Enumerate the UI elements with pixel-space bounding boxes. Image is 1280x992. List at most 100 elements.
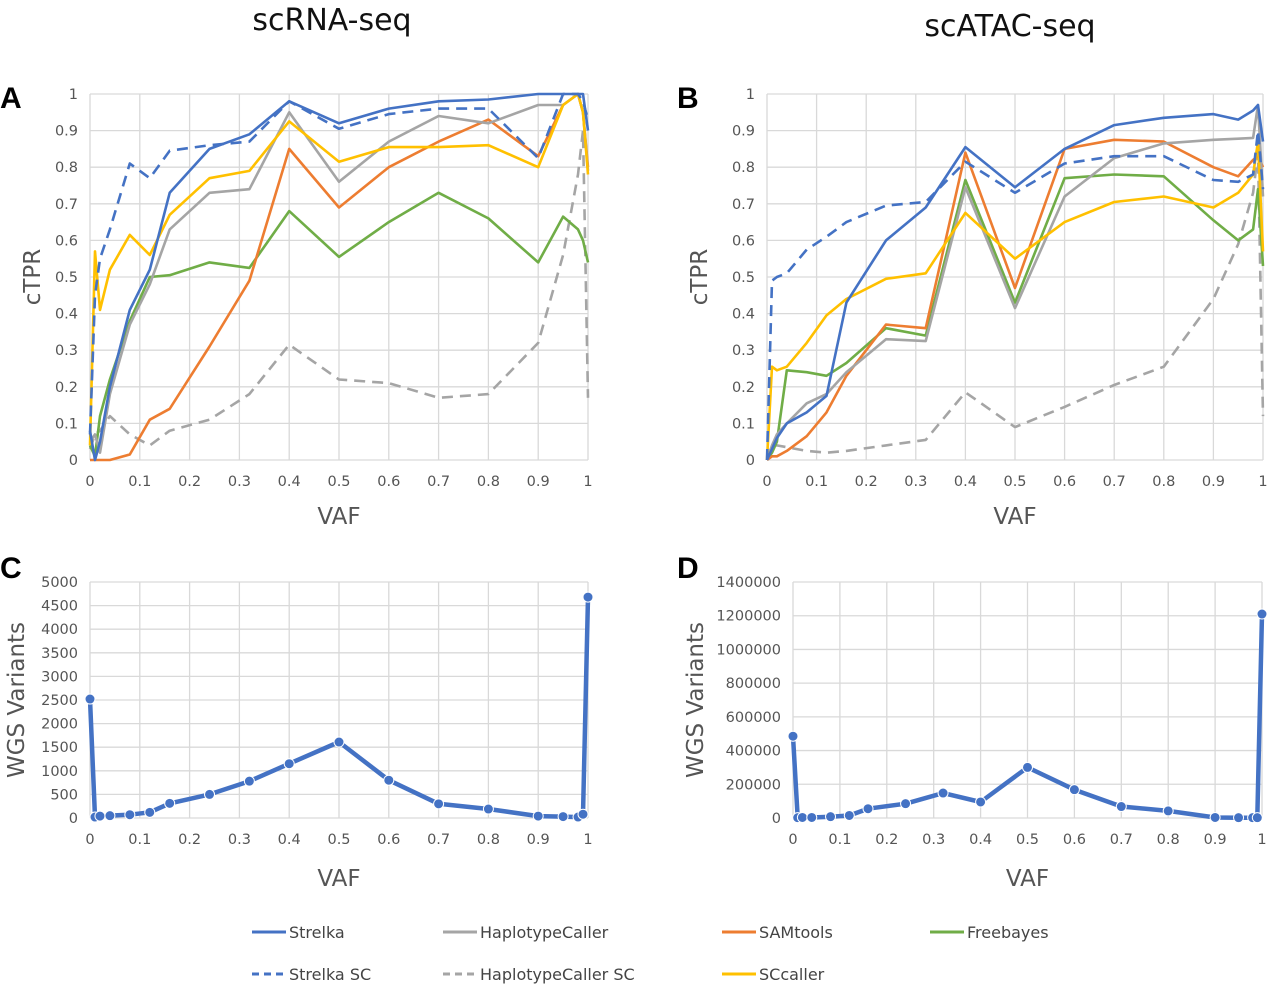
x-tick-label: 0.4: [954, 474, 977, 490]
y-tick-label: 0.9: [732, 124, 755, 140]
data-point: [1068, 784, 1080, 796]
x-tick-label: 0.5: [327, 832, 350, 848]
data-point: [787, 730, 799, 742]
x-tick-label: 0.6: [377, 832, 400, 848]
data-point: [582, 591, 594, 603]
x-tick-label: 0.9: [527, 474, 550, 490]
x-tick-label: 0.3: [904, 474, 927, 490]
series-line-sccaller: [88, 92, 590, 446]
x-tick-label: 0.6: [1063, 832, 1086, 848]
y-tick-label: 3000: [41, 669, 78, 685]
y-tick-label: 0: [746, 453, 755, 469]
x-tick-label: 0.4: [278, 832, 301, 848]
data-point: [557, 811, 569, 823]
legend-item-samtools: SAMtools: [722, 923, 833, 942]
legend-item-haplotypecaller: HaplotypeCaller: [443, 923, 609, 942]
data-point: [1209, 811, 1221, 823]
y-axis-label: cTPR: [687, 249, 713, 306]
panel-b: B 0 0.1 0.2 0.3 0.4 0.5 0.6 0.7 0.8 0.9 1 0 0.1 0.2 0.3…: [677, 82, 1268, 530]
series-line-samtools: [766, 138, 1265, 462]
x-tick-label: 0.6: [1053, 474, 1076, 490]
x-tick-label: 0.1: [128, 474, 151, 490]
x-tick-label: 0.4: [278, 474, 301, 490]
y-tick-label: 4500: [41, 599, 78, 615]
x-tick-label: 0.9: [527, 832, 550, 848]
data-point: [1251, 812, 1263, 824]
y-tick-label: 4000: [41, 622, 78, 638]
panel-c: C 0 0.1 0.2 0.3 0.4 0.5 0.6 0.7 0.8 0.9 1 0 500 1000 15…: [0, 552, 594, 892]
data-point: [577, 808, 589, 820]
x-tick-label: 0.5: [327, 474, 350, 490]
y-tick-label: 5000: [41, 575, 78, 591]
data-point: [333, 736, 345, 748]
y-tick-label: 0.9: [55, 124, 78, 140]
data-point: [104, 810, 116, 822]
y-tick-label: 1000000: [716, 642, 781, 658]
y-tick-label: 2000: [41, 717, 78, 733]
x-tick-label: 0.9: [1204, 832, 1227, 848]
series-line-strelka-sc: [765, 129, 1265, 461]
x-tick-label: 0.9: [1202, 474, 1225, 490]
panel-a: A 0 0.1 0.2 0.3 0.4 0.5 0.6 0.7 0.8 0.9 1 0 0.1 0.2 0.3…: [0, 82, 593, 530]
x-tick-label: 0.7: [1103, 474, 1126, 490]
x-axis-label: VAF: [317, 866, 360, 892]
y-tick-label: 0.7: [732, 197, 755, 213]
y-tick-label: 500: [50, 787, 78, 803]
x-tick-label: 0.4: [969, 832, 992, 848]
x-tick-label: 0.1: [828, 832, 851, 848]
data-point: [1115, 801, 1127, 813]
title-scatac-seq: scATAC-seq: [924, 9, 1095, 44]
y-tick-label: 0: [69, 453, 78, 469]
y-tick-label: 0.1: [55, 416, 78, 432]
x-tick-label: 0.3: [228, 832, 251, 848]
x-axis-label: VAF: [317, 504, 360, 530]
y-axis-label: cTPR: [20, 249, 46, 306]
y-tick-label: 1: [69, 87, 78, 103]
y-tick-label: 1000: [41, 764, 78, 780]
x-tick-label: 0.8: [1152, 474, 1175, 490]
legend-label: HaplotypeCaller: [480, 923, 609, 942]
data-point: [900, 798, 912, 810]
y-tick-label: 0.2: [732, 380, 755, 396]
x-tick-label: 0.7: [427, 474, 450, 490]
legend-item-freebayes: Freebayes: [930, 923, 1049, 942]
y-tick-label: 0: [69, 811, 78, 827]
x-tick-label: 0: [788, 832, 797, 848]
x-tick-label: 0.3: [922, 832, 945, 848]
y-tick-label: 0.5: [55, 270, 78, 286]
series-line-haplotypecaller-sc: [765, 151, 1265, 461]
data-point: [975, 796, 987, 808]
series-line-haplotypecaller-sc: [88, 129, 590, 450]
legend-label: Freebayes: [967, 923, 1049, 942]
y-axis-label: WGS Variants: [683, 622, 709, 778]
series-line-freebayes: [88, 191, 590, 458]
series-line-sccaller: [765, 140, 1265, 461]
y-tick-label: 0.3: [55, 343, 78, 359]
legend-item-haplotypecaller-sc: HaplotypeCaller SC: [443, 965, 635, 984]
x-tick-label: 1: [583, 832, 592, 848]
legend-label: HaplotypeCaller SC: [480, 965, 635, 984]
data-point: [204, 788, 216, 800]
x-tick-label: 0: [85, 474, 94, 490]
y-tick-label: 1200000: [716, 609, 781, 625]
data-point: [862, 803, 874, 815]
y-tick-label: 0.4: [732, 307, 755, 323]
title-scrna-seq: scRNA-seq: [252, 3, 411, 38]
y-tick-label: 0.8: [55, 160, 78, 176]
data-point: [124, 809, 136, 821]
x-tick-label: 1: [1258, 474, 1267, 490]
series-line-freebayes: [765, 173, 1265, 461]
data-point: [1233, 812, 1245, 824]
legend-item-sccaller: SCcaller: [722, 965, 825, 984]
data-point: [482, 803, 494, 815]
y-tick-label: 400000: [726, 744, 781, 760]
x-tick-label: 0.1: [128, 832, 151, 848]
x-tick-label: 0.7: [427, 832, 450, 848]
data-point: [164, 797, 176, 809]
x-tick-label: 0.6: [377, 474, 400, 490]
y-tick-label: 1500: [41, 740, 78, 756]
data-point: [1256, 608, 1268, 620]
data-point: [433, 798, 445, 810]
x-tick-label: 0.1: [805, 474, 828, 490]
y-tick-label: 1400000: [716, 575, 781, 591]
